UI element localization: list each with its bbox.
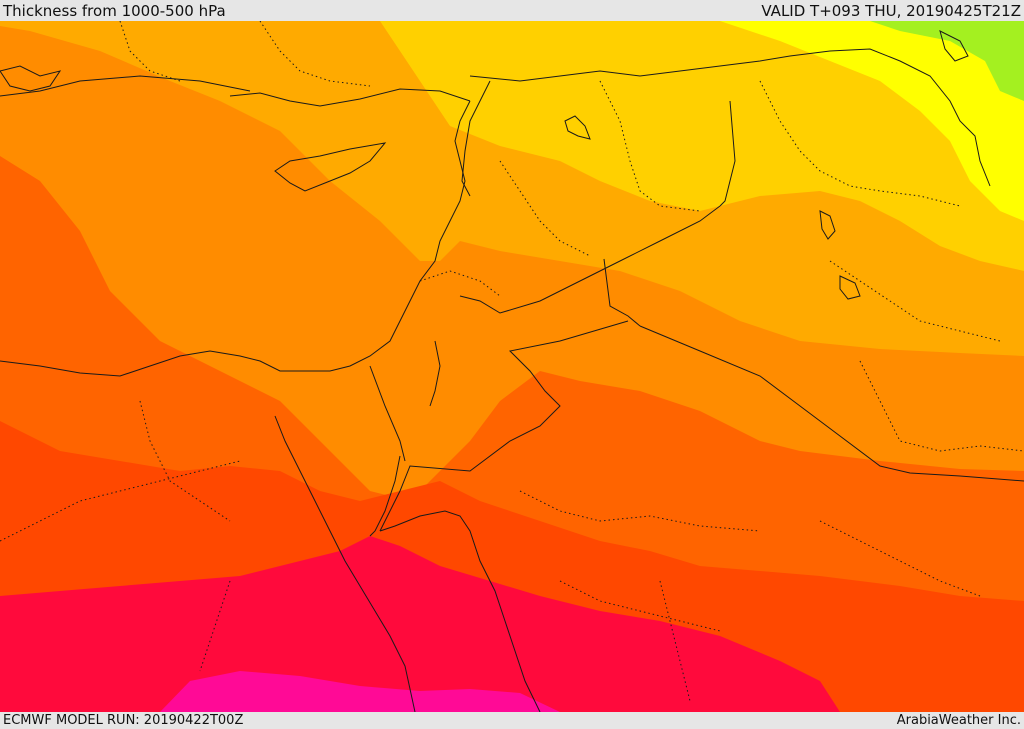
band-yellow — [720, 21, 1024, 221]
band-green — [870, 21, 1024, 101]
country-borders — [0, 48, 1024, 532]
map-title: Thickness from 1000-500 hPa — [3, 1, 226, 20]
province-borders — [0, 21, 1024, 702]
footer-bar: ECMWF MODEL RUN: 20190422T00Z ArabiaWeat… — [0, 712, 1024, 729]
thickness-map[interactable] — [0, 21, 1024, 712]
credit-label: ArabiaWeather Inc. — [896, 713, 1021, 728]
band-crimson — [0, 536, 840, 712]
valid-time-label: VALID T+093 THU, 20190425T21Z — [761, 1, 1021, 20]
model-run-label: ECMWF MODEL RUN: 20190422T00Z — [3, 713, 244, 728]
band-magenta — [160, 671, 560, 712]
coastlines — [0, 30, 969, 712]
map-canvas — [0, 21, 1024, 712]
band-amber — [380, 21, 1024, 271]
header-bar: Thickness from 1000-500 hPa VALID T+093 … — [0, 0, 1024, 21]
